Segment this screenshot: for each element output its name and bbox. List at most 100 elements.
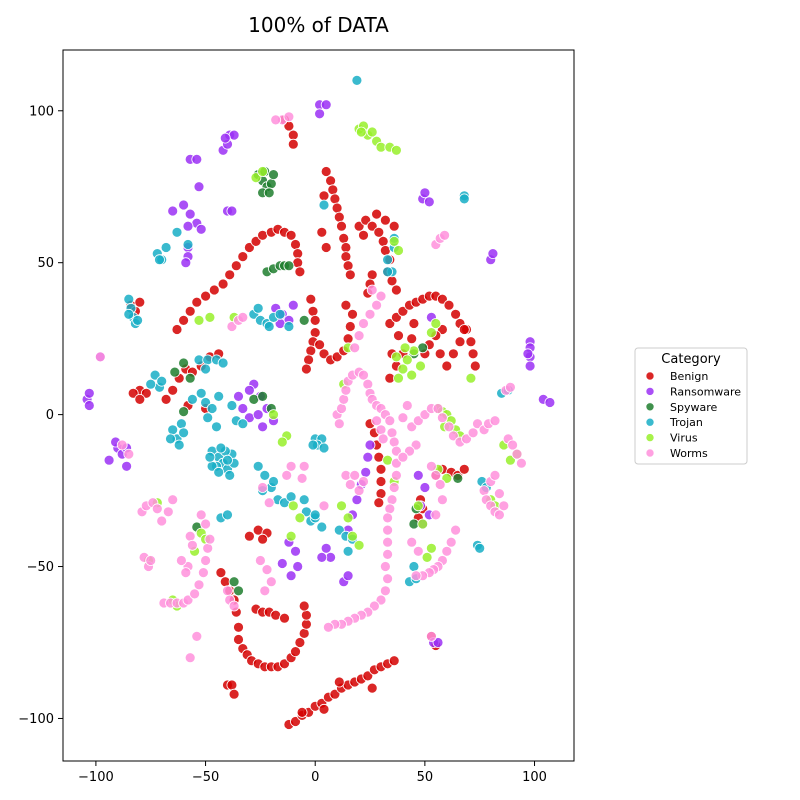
data-point bbox=[412, 415, 424, 427]
data-point bbox=[344, 321, 356, 332]
data-point bbox=[401, 400, 413, 411]
x-tick-label: 0 bbox=[311, 770, 319, 785]
data-point bbox=[522, 348, 534, 360]
data-point bbox=[121, 460, 132, 472]
data-point bbox=[193, 181, 205, 193]
data-point bbox=[390, 351, 402, 363]
data-point bbox=[342, 260, 354, 272]
data-point bbox=[197, 567, 209, 578]
data-point bbox=[257, 533, 269, 545]
legend-marker bbox=[645, 387, 655, 396]
data-point bbox=[233, 621, 244, 633]
data-point bbox=[94, 351, 106, 363]
data-point bbox=[226, 679, 238, 691]
data-point bbox=[434, 348, 446, 360]
y-tick-label: 0 bbox=[46, 408, 54, 423]
data-point bbox=[318, 442, 330, 454]
data-point bbox=[344, 269, 356, 281]
data-point bbox=[353, 539, 365, 551]
data-point bbox=[358, 369, 369, 381]
data-point bbox=[425, 542, 437, 554]
data-point bbox=[432, 637, 444, 648]
data-point bbox=[204, 311, 216, 323]
data-point bbox=[425, 460, 437, 472]
data-point bbox=[290, 716, 301, 727]
data-point bbox=[145, 378, 157, 390]
data-point bbox=[458, 463, 470, 475]
data-point bbox=[417, 518, 429, 530]
data-point bbox=[373, 497, 385, 509]
data-point bbox=[489, 415, 501, 427]
data-point bbox=[300, 363, 312, 375]
data-point bbox=[467, 427, 479, 439]
data-point bbox=[83, 387, 95, 399]
data-point bbox=[285, 570, 297, 582]
legend-box bbox=[634, 347, 748, 465]
data-point bbox=[318, 199, 330, 211]
data-point bbox=[419, 482, 431, 493]
data-point bbox=[318, 190, 330, 202]
data-point bbox=[489, 469, 501, 481]
data-point bbox=[375, 424, 387, 436]
data-point bbox=[206, 403, 218, 414]
data-point bbox=[145, 555, 157, 566]
data-point bbox=[342, 512, 354, 524]
data-point bbox=[467, 348, 479, 360]
data-point bbox=[397, 305, 409, 317]
data-point bbox=[344, 479, 356, 490]
data-point bbox=[362, 378, 374, 390]
x-tick-label: 100 bbox=[522, 770, 547, 785]
data-point bbox=[388, 482, 400, 493]
data-point bbox=[373, 226, 385, 238]
data-point bbox=[243, 242, 255, 253]
data-point bbox=[257, 166, 269, 177]
data-point bbox=[228, 688, 240, 700]
legend-marker bbox=[645, 402, 655, 412]
x-tick-label: 50 bbox=[417, 770, 434, 785]
data-point bbox=[316, 552, 328, 563]
data-point bbox=[149, 369, 161, 381]
data-point bbox=[193, 579, 205, 591]
data-point bbox=[215, 567, 227, 578]
data-point bbox=[294, 512, 306, 524]
data-point bbox=[224, 469, 236, 481]
y-tick-label: −100 bbox=[18, 712, 54, 727]
data-point bbox=[342, 333, 354, 345]
data-point bbox=[355, 126, 367, 138]
data-point bbox=[421, 552, 433, 563]
legend-marker bbox=[645, 371, 655, 381]
data-point bbox=[379, 561, 391, 572]
data-point bbox=[182, 594, 194, 606]
data-point bbox=[171, 324, 183, 335]
data-point bbox=[204, 533, 216, 545]
data-point bbox=[233, 585, 244, 597]
y-tick-label: 100 bbox=[29, 104, 54, 119]
data-point bbox=[384, 503, 396, 515]
plot-frame bbox=[62, 49, 575, 762]
data-point bbox=[261, 564, 273, 575]
data-point bbox=[186, 539, 198, 551]
data-point bbox=[200, 290, 212, 302]
data-point bbox=[195, 387, 207, 399]
data-point bbox=[410, 570, 422, 582]
data-point bbox=[487, 248, 499, 260]
data-point bbox=[285, 491, 297, 503]
data-point bbox=[274, 308, 286, 320]
data-point bbox=[318, 500, 330, 512]
legend-marker bbox=[645, 417, 655, 427]
data-point bbox=[425, 327, 437, 339]
data-point bbox=[382, 536, 394, 548]
data-point bbox=[160, 242, 172, 253]
data-point bbox=[276, 436, 288, 448]
data-point bbox=[184, 372, 196, 384]
data-point bbox=[182, 220, 194, 232]
data-point bbox=[316, 226, 328, 238]
data-point bbox=[294, 266, 306, 278]
data-point bbox=[498, 500, 510, 512]
data-point bbox=[441, 472, 453, 484]
data-point bbox=[132, 314, 144, 326]
data-point bbox=[377, 235, 389, 247]
y-tick-label: −50 bbox=[27, 560, 54, 575]
data-point bbox=[178, 199, 190, 211]
data-point bbox=[193, 314, 205, 326]
